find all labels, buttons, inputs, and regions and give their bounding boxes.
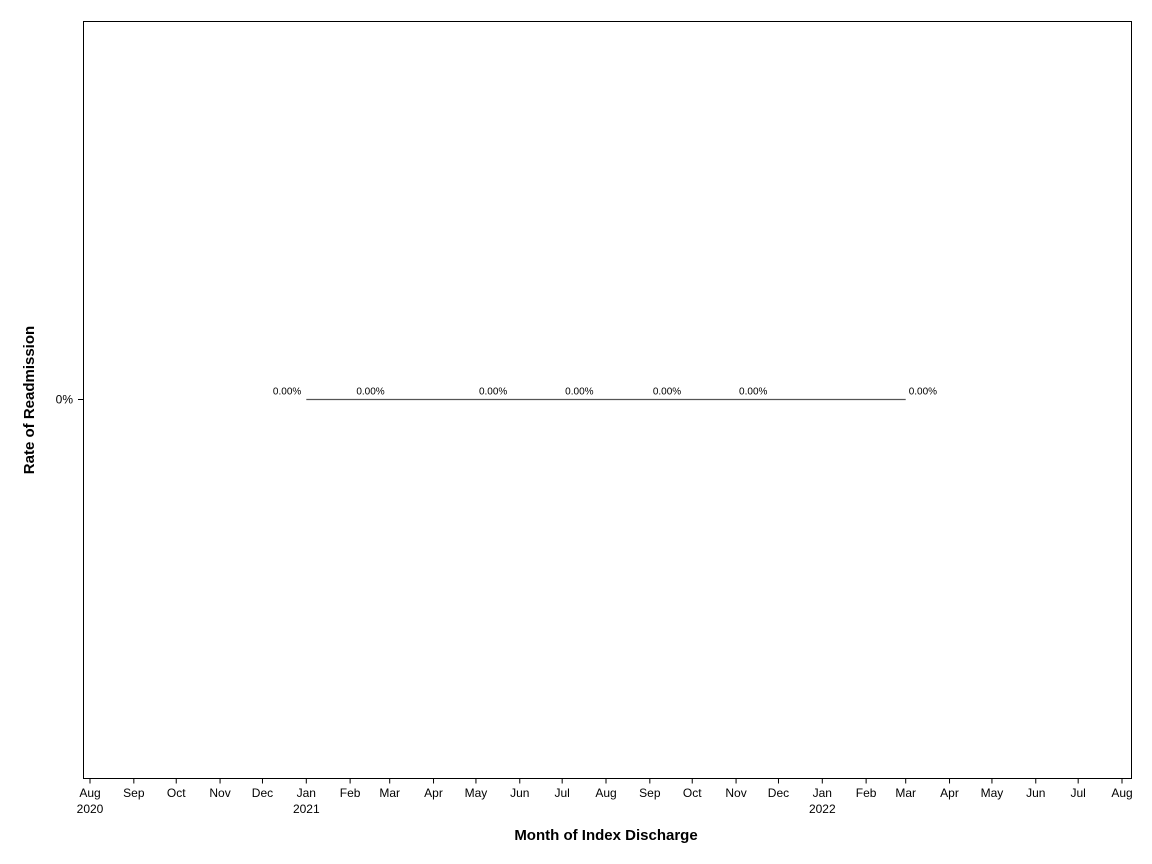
- x-axis-label: Month of Index Discharge: [514, 827, 697, 844]
- data-label: 0.00%: [356, 387, 384, 398]
- data-label: 0.00%: [739, 387, 767, 398]
- x-tick-label: Oct: [683, 786, 702, 800]
- x-tick-label: Mar: [379, 786, 400, 800]
- x-tick-label: Nov: [725, 786, 746, 800]
- data-label: 0.00%: [909, 387, 937, 398]
- x-tick-label: Jul: [1071, 786, 1086, 800]
- x-tick-label: Feb: [340, 786, 361, 800]
- x-tick-label: Aug: [595, 786, 616, 800]
- x-tick-label: Apr: [424, 786, 443, 800]
- x-tick-label: Aug: [1111, 786, 1132, 800]
- data-label: 0.00%: [565, 387, 593, 398]
- data-label: 0.00%: [273, 387, 301, 398]
- x-tick-year: 2020: [77, 802, 104, 816]
- x-tick-label: Jan: [813, 786, 832, 800]
- x-tick-label: Dec: [252, 786, 273, 800]
- x-tick-label: Jan: [297, 786, 316, 800]
- x-tick-year: 2022: [809, 802, 836, 816]
- y-tick-label: 0%: [56, 393, 74, 407]
- x-tick-label: Sep: [123, 786, 145, 800]
- x-tick-label: May: [981, 786, 1004, 800]
- data-label: 0.00%: [479, 387, 507, 398]
- x-tick-label: Dec: [768, 786, 789, 800]
- x-tick-label: Jun: [1026, 786, 1045, 800]
- x-tick-label: Feb: [856, 786, 877, 800]
- x-tick-label: Mar: [895, 786, 916, 800]
- x-tick-label: Nov: [209, 786, 230, 800]
- data-label: 0.00%: [653, 387, 681, 398]
- x-tick-label: Oct: [167, 786, 186, 800]
- y-axis-label: Rate of Readmission: [21, 326, 38, 474]
- x-tick-label: Jul: [555, 786, 570, 800]
- x-tick-label: Aug: [79, 786, 100, 800]
- x-tick-year: 2021: [293, 802, 320, 816]
- x-tick-label: Sep: [639, 786, 661, 800]
- x-tick-label: Apr: [940, 786, 959, 800]
- x-tick-label: Jun: [510, 786, 529, 800]
- x-tick-label: May: [465, 786, 488, 800]
